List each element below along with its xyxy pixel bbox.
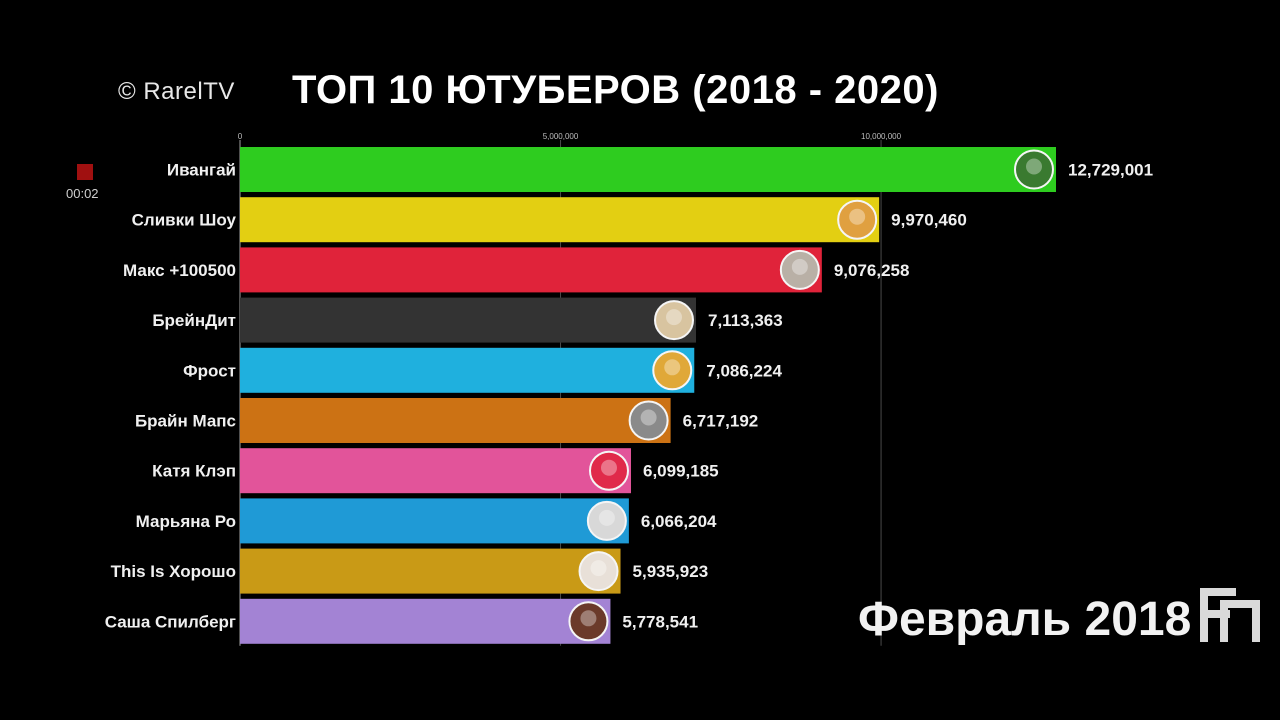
bar: [240, 197, 880, 243]
bar: [240, 147, 1056, 192]
avatar-face-icon: [666, 309, 683, 326]
category-label: Марьяна Ро: [136, 512, 236, 531]
bar: [240, 448, 631, 494]
copyright-label: © RarelTV: [118, 78, 235, 105]
avatar-icon: [568, 601, 609, 642]
value-label: 6,066,204: [641, 512, 717, 531]
category-label: Катя Клэп: [152, 462, 236, 481]
bar: [240, 498, 629, 544]
value-label: 6,717,192: [683, 412, 759, 431]
record-indicator-icon: [77, 164, 93, 180]
value-label: 5,935,923: [633, 562, 709, 581]
category-label: This Is Хорошо: [111, 562, 236, 581]
category-label: Сливки Шоу: [132, 211, 237, 230]
avatar-icon: [628, 400, 669, 441]
x-tick-label: 10,000,000: [861, 132, 902, 141]
avatar-face-icon: [791, 258, 808, 275]
category-label: Брайн Мапс: [135, 412, 236, 431]
value-label: 5,778,541: [622, 612, 698, 631]
value-label: 6,099,185: [643, 462, 719, 481]
avatar-icon: [1014, 149, 1054, 190]
date-label: Февраль 2018: [858, 593, 1192, 646]
value-label: 9,970,460: [891, 211, 967, 230]
avatar-face-icon: [1026, 158, 1042, 175]
avatar-face-icon: [590, 560, 607, 577]
bar: [240, 347, 695, 393]
bar: [240, 398, 671, 443]
avatar-icon: [578, 551, 619, 592]
avatar-icon: [588, 450, 629, 491]
record-time: 00:02: [66, 186, 99, 201]
value-label: 12,729,001: [1068, 161, 1153, 180]
channel-logo-icon: [1200, 588, 1260, 642]
avatar-icon: [654, 300, 695, 341]
value-label: 9,076,258: [834, 261, 910, 280]
bar: [240, 598, 611, 644]
avatar-face-icon: [849, 208, 866, 225]
avatar-icon: [586, 500, 627, 541]
x-tick-label: 5,000,000: [543, 132, 579, 141]
category-label: БрейнДит: [152, 311, 236, 330]
avatar-icon: [837, 199, 878, 240]
avatar-face-icon: [640, 409, 657, 426]
avatar-face-icon: [664, 359, 681, 376]
bar: [240, 548, 621, 594]
category-label: Саша Спилберг: [105, 612, 236, 631]
category-label: Ивангай: [167, 161, 236, 180]
category-label: Фрост: [183, 361, 236, 380]
value-label: 7,086,224: [706, 361, 782, 380]
bar: [240, 297, 697, 343]
avatar-face-icon: [580, 610, 597, 627]
bar: [240, 247, 822, 293]
avatar-face-icon: [600, 459, 617, 476]
category-label: Макс +100500: [123, 261, 236, 280]
avatar-face-icon: [598, 509, 615, 526]
avatar-icon: [652, 350, 693, 391]
chart-title: ТОП 10 ЮТУБЕРОВ (2018 - 2020): [292, 68, 939, 112]
value-label: 7,113,363: [708, 311, 783, 330]
x-tick-label: 0: [238, 132, 243, 141]
avatar-icon: [779, 249, 820, 290]
